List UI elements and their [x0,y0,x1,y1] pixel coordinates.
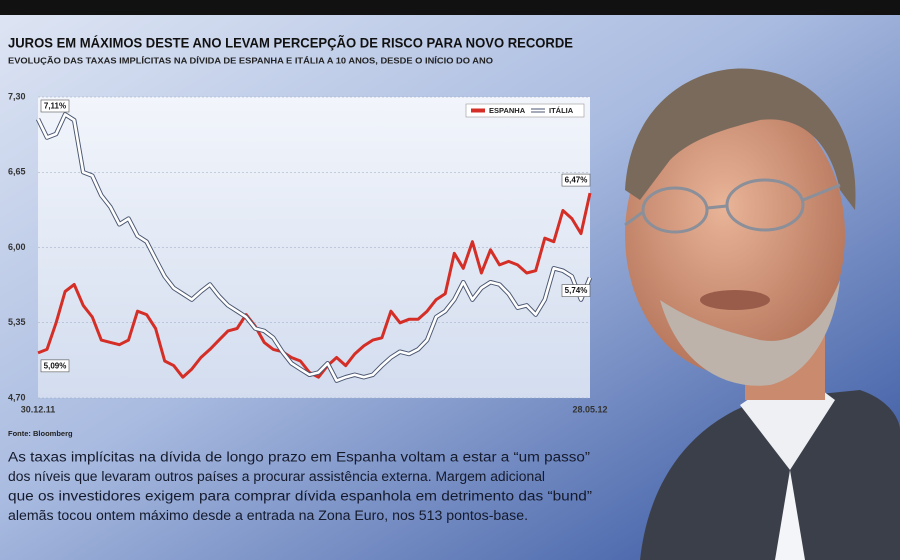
top-bar [0,0,900,15]
value-label-box [561,284,591,297]
body-line: alemãs tocou ontem máximo desde a entrad… [8,508,528,523]
y-tick-label: 6,65 [8,167,26,177]
y-tick-label: 6,00 [8,242,26,252]
value-label-box [561,173,591,187]
y-tick-label: 5,35 [8,317,26,327]
chart-subtitle: EVOLUÇÃO DAS TAXAS IMPLÍCITAS NA DÍVIDA … [8,55,493,65]
value-label: 7,11% [44,102,66,111]
legend-label: ITÁLIA [549,106,574,115]
value-label-box [40,99,70,113]
legend-box [465,103,585,118]
x-tick-label: 28.05.12 [572,404,607,414]
photo [624,68,900,560]
y-tick-label: 7,30 [8,91,26,101]
body-line: que os investidores exigem para comprar … [8,489,592,504]
body-text: As taxas implícitas na dívida de longo p… [8,450,592,524]
value-label-box [40,359,70,373]
value-label: 5,74% [565,286,588,295]
chart-title: JUROS EM MÁXIMOS DESTE ANO LEVAM PERCEPÇ… [8,34,573,51]
source: Fonte: Bloomberg [8,429,73,438]
x-tick-label: 30.12.11 [21,404,56,414]
value-label: 6,47% [565,176,588,185]
body-line: dos níveis que levaram outros países a p… [8,469,545,484]
y-tick-label: 4,70 [8,392,26,402]
body-line: As taxas implícitas na dívida de longo p… [8,450,590,465]
value-label: 5,09% [44,361,67,370]
series-line [36,113,592,382]
legend-label: ESPANHA [489,106,526,115]
